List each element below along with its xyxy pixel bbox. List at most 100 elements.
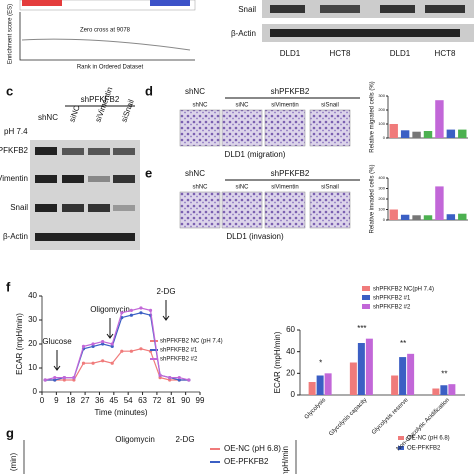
- point: [139, 306, 143, 310]
- panel-letter: c: [6, 83, 13, 98]
- y-tick-label: 200: [378, 107, 385, 112]
- point: [101, 342, 105, 346]
- point: [110, 342, 114, 346]
- point: [187, 378, 191, 382]
- point: [62, 376, 66, 380]
- point: [91, 361, 95, 365]
- micrograph: [221, 109, 263, 147]
- x-label: Rank in Ordered Dataset: [77, 65, 144, 71]
- line: [45, 307, 189, 381]
- cell-label: DLD1: [280, 49, 301, 58]
- x-tick-label: Glycolysis reserve: [371, 397, 410, 436]
- point: [120, 349, 124, 353]
- point: [129, 313, 133, 317]
- cell-label: HCT8: [330, 49, 351, 58]
- blot-c: [30, 140, 140, 250]
- y-tick-label: 400: [378, 175, 385, 180]
- lane-label: siVimentin: [271, 185, 299, 191]
- point: [72, 378, 76, 382]
- bar: [349, 362, 357, 395]
- x-label: Time (minutes): [94, 408, 147, 417]
- x-tick-label: 27: [81, 396, 90, 405]
- significance: **: [400, 339, 406, 348]
- point: [129, 349, 133, 353]
- significance: **: [441, 369, 447, 378]
- x-tick-label: Glycolysis capacity: [328, 397, 368, 437]
- legend-swatch: [150, 358, 158, 360]
- y-label: Relative invaded cells (%): [370, 164, 376, 233]
- micrograph: [309, 109, 351, 147]
- legend-entry: shPFKFB2 #2: [373, 305, 411, 311]
- point: [168, 376, 172, 380]
- y-tick-label: 20: [28, 339, 37, 348]
- micrograph: [221, 191, 263, 229]
- y-tick-label: 0: [383, 217, 386, 222]
- bar: [391, 375, 399, 395]
- line: [45, 312, 189, 381]
- bar: [308, 382, 316, 395]
- lane-label: siVimentin: [93, 86, 114, 124]
- lane-label: siSnail: [321, 103, 339, 109]
- axis: [387, 178, 468, 221]
- legend-swatch: [362, 286, 370, 291]
- bar: [365, 338, 373, 395]
- y-tick-label: 60: [286, 325, 295, 334]
- row-label: Snail: [238, 5, 256, 14]
- point: [120, 311, 124, 315]
- legend-swatch: [210, 461, 220, 463]
- annotation: Glucose: [42, 337, 72, 346]
- bar: [446, 214, 456, 220]
- annotation: Oligomycin: [90, 305, 130, 314]
- y-tick-label: 40: [286, 347, 295, 356]
- row-label: β-Actin: [3, 232, 28, 241]
- annotation: Oligomycin: [115, 435, 155, 444]
- control-label: shNC: [38, 113, 58, 122]
- bar: [458, 213, 467, 220]
- annotation: 2-DG: [156, 287, 175, 296]
- bar: [435, 100, 444, 138]
- row-label: Vimentin: [0, 174, 28, 183]
- arrow: [162, 300, 170, 321]
- y-label: mpH/min: [281, 446, 290, 474]
- bar: [399, 357, 407, 395]
- legend-swatch: [210, 448, 220, 450]
- x-tick-label: 36: [95, 396, 104, 405]
- note: Zero cross at 9078: [80, 28, 131, 34]
- y-tick-label: 300: [378, 93, 385, 98]
- legend-entry: OE-PFKFB2: [224, 457, 269, 466]
- x-tick-label: 45: [109, 396, 118, 405]
- caption: DLD1 (invasion): [226, 232, 284, 241]
- bar: [324, 373, 332, 395]
- legend-entry: shPFKFB2 #2: [160, 357, 198, 363]
- lane-label: shNC: [192, 103, 208, 109]
- point: [158, 373, 162, 377]
- lane-label: siNC: [67, 104, 81, 124]
- y-label: ECAR (mpH/min): [273, 331, 282, 393]
- bar: [435, 186, 444, 220]
- legend-entry: shPFKFB2 #1: [373, 296, 411, 302]
- legend-swatch: [398, 436, 404, 440]
- legend-swatch: [398, 446, 404, 450]
- x-tick-label: 0: [40, 396, 45, 405]
- micrograph: [264, 109, 306, 147]
- y-tick-label: 10: [28, 363, 37, 372]
- lane-label: siSnail: [119, 98, 136, 123]
- point: [43, 378, 47, 382]
- line: [45, 348, 189, 381]
- legend-entry: shPFKFB2 NC(pH 7.4): [373, 287, 434, 293]
- bar: [412, 215, 421, 220]
- bar: [458, 129, 467, 138]
- y-tick-label: 0: [383, 135, 386, 140]
- point: [158, 376, 162, 380]
- panel-letter: f: [6, 279, 11, 294]
- bar: [412, 131, 421, 138]
- arrow: [53, 350, 61, 371]
- point: [177, 378, 181, 382]
- micrograph: [179, 191, 221, 229]
- y-tick-label: 100: [378, 121, 385, 126]
- bar: [400, 214, 410, 220]
- point: [62, 378, 66, 382]
- gsea-plot: [19, 0, 196, 61]
- point: [129, 308, 133, 312]
- blot-b: [262, 0, 474, 42]
